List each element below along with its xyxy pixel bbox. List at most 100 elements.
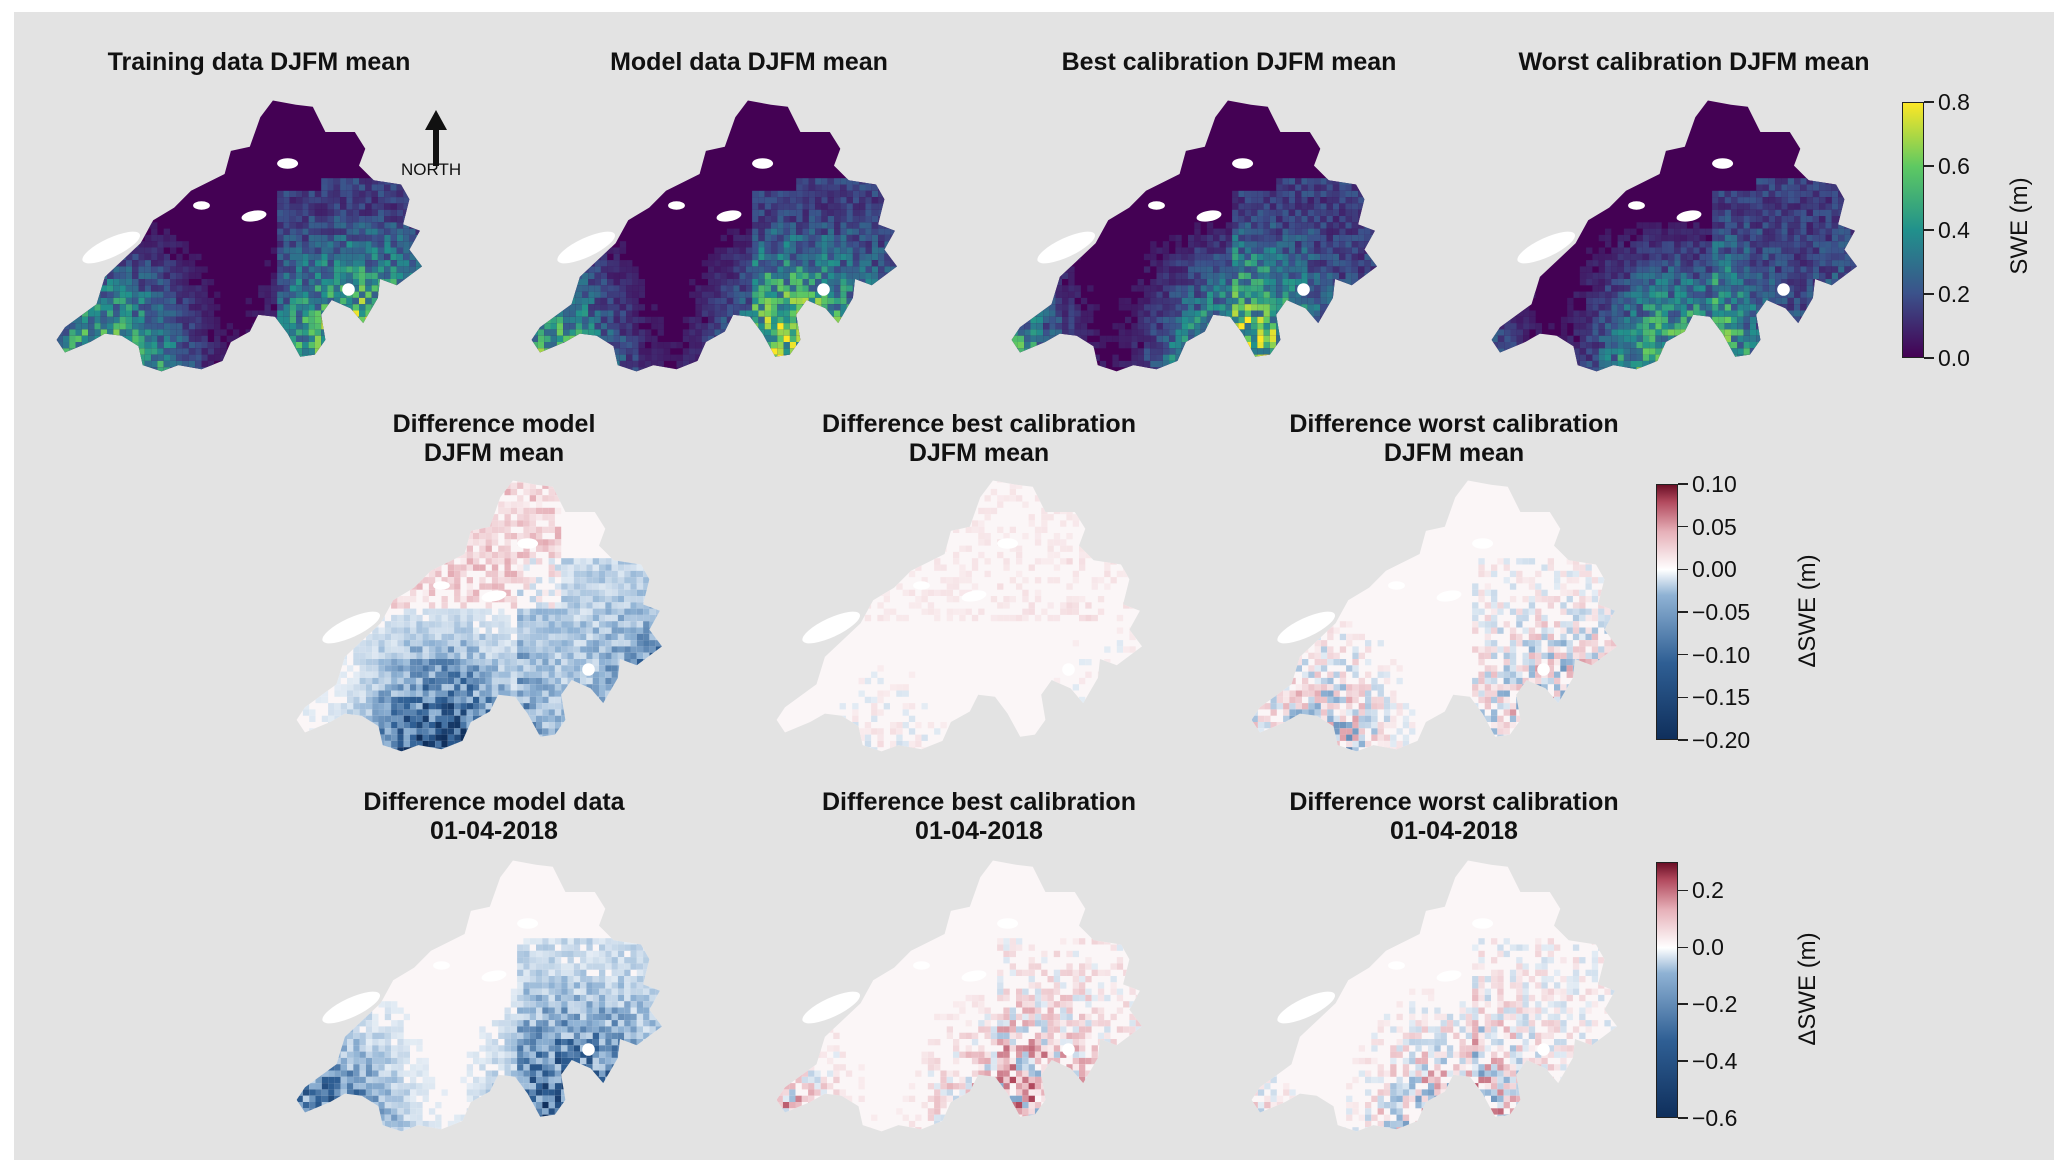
raster-cell	[1383, 260, 1389, 266]
raster-cell	[922, 273, 928, 279]
raster-cell	[1396, 311, 1402, 317]
raster-cell	[752, 304, 759, 311]
raster-cell	[531, 228, 538, 235]
raster-cell	[296, 234, 303, 242]
raster-cell	[151, 354, 158, 361]
raster-cell	[556, 367, 564, 372]
raster-cell	[1074, 354, 1081, 361]
raster-cell	[1364, 354, 1371, 361]
raster-cell	[1238, 216, 1245, 223]
raster-cell	[75, 260, 82, 267]
raster-cell	[910, 266, 916, 272]
raster-cell	[189, 374, 195, 380]
raster-cell	[69, 335, 76, 342]
raster-cell	[138, 241, 145, 248]
raster-cell	[897, 248, 903, 254]
raster-cell	[125, 316, 133, 324]
raster-cell	[308, 247, 315, 254]
raster-cell	[163, 241, 170, 248]
raster-cell	[1351, 348, 1359, 355]
raster-cell	[422, 374, 428, 380]
raster-cell	[582, 272, 589, 279]
raster-cell	[1068, 316, 1075, 324]
raster-cell	[1358, 304, 1365, 311]
raster-cell	[1409, 222, 1415, 228]
raster-cell	[1055, 316, 1062, 324]
raster-cell	[789, 222, 797, 229]
raster-cell	[1125, 297, 1132, 305]
raster-cell	[170, 279, 177, 286]
raster-cell	[428, 367, 434, 373]
raster-cell	[270, 291, 278, 298]
raster-cell	[1244, 190, 1251, 198]
raster-cell	[556, 348, 564, 355]
raster-cell	[538, 380, 544, 386]
raster-cell	[308, 310, 315, 317]
raster-cell	[1301, 184, 1308, 191]
raster-cell	[415, 209, 422, 216]
raster-cell	[81, 367, 89, 372]
raster-cell	[1351, 360, 1359, 368]
raster-cell	[201, 310, 208, 317]
raster-cell	[569, 285, 576, 292]
raster-cell	[1370, 178, 1377, 185]
panel-title-worst: Worst calibration DJFM mean	[1499, 48, 1889, 77]
raster-cell	[1162, 354, 1170, 361]
raster-cell	[428, 380, 434, 386]
raster-cell	[714, 342, 721, 349]
raster-cell	[726, 228, 734, 235]
raster-cell	[1339, 197, 1346, 204]
raster-cell	[314, 228, 322, 235]
raster-cell	[1383, 348, 1389, 354]
raster-cell	[188, 342, 196, 349]
raster-cell	[403, 266, 410, 273]
raster-cell	[258, 329, 265, 336]
raster-cell	[1409, 197, 1415, 203]
raster-cell	[1257, 360, 1264, 368]
raster-cell	[1370, 203, 1377, 210]
raster-cell	[415, 310, 422, 317]
raster-cell	[170, 348, 177, 355]
raster-cell	[1396, 203, 1402, 209]
raster-cell	[302, 342, 309, 349]
raster-cell	[764, 329, 771, 336]
raster-cell	[777, 374, 783, 380]
raster-cell	[1251, 253, 1258, 261]
raster-cell	[396, 367, 404, 372]
raster-cell	[1200, 279, 1207, 286]
raster-cell	[1036, 234, 1044, 242]
raster-cell	[1080, 354, 1088, 361]
raster-cell	[283, 203, 290, 210]
raster-cell	[531, 297, 538, 305]
raster-cell	[852, 329, 860, 336]
raster-cell	[796, 354, 803, 361]
raster-cell	[789, 367, 797, 372]
raster-cell	[1383, 361, 1389, 367]
raster-cell	[846, 260, 853, 267]
raster-cell	[1396, 329, 1402, 335]
raster-cell	[50, 361, 56, 367]
raster-cell	[441, 367, 447, 373]
raster-cell	[1295, 354, 1302, 361]
raster-cell	[144, 297, 152, 305]
raster-cell	[163, 367, 170, 372]
raster-cell	[384, 241, 391, 248]
raster-cell	[1005, 273, 1011, 279]
raster-cell	[550, 316, 557, 324]
raster-cell	[745, 234, 753, 242]
raster-cell	[327, 316, 334, 324]
raster-cell	[176, 253, 183, 261]
raster-cell	[929, 279, 935, 285]
raster-cell	[277, 348, 284, 355]
raster-cell	[689, 342, 696, 349]
raster-cell	[403, 360, 410, 368]
raster-cell	[651, 348, 658, 355]
raster-cell	[890, 304, 897, 311]
raster-cell	[1282, 310, 1289, 317]
raster-cell	[428, 248, 434, 254]
raster-cell	[75, 316, 82, 324]
raster-cell	[308, 222, 315, 229]
raster-cell	[1251, 360, 1258, 368]
raster-cell	[619, 342, 627, 349]
raster-cell	[1043, 310, 1050, 317]
